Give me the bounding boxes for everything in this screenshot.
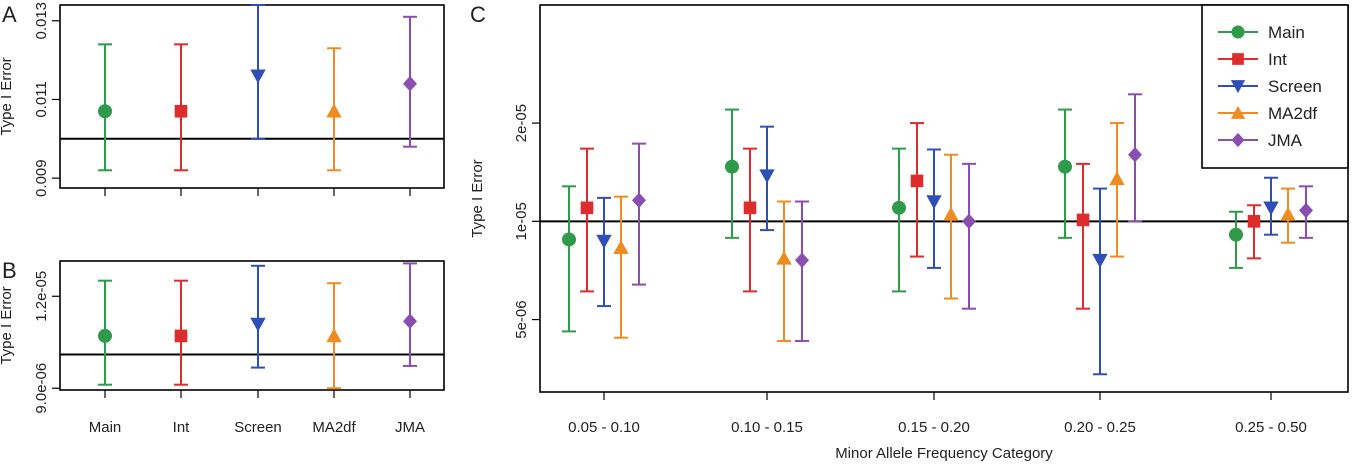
point-marker	[943, 206, 959, 221]
y-tick-label: 9.0e-06	[33, 363, 50, 414]
legend-label: Int	[1268, 50, 1287, 69]
x-tick-label: 0.15 - 0.20	[898, 419, 970, 436]
legend-swatch-marker	[1230, 80, 1246, 94]
error-bar	[795, 200, 809, 342]
y-axis-title: Type I Error	[0, 57, 15, 135]
error-bar	[1076, 162, 1090, 310]
point-marker	[98, 104, 112, 119]
point-marker	[174, 104, 188, 118]
point-marker	[250, 317, 266, 332]
panel-letter: A	[2, 2, 17, 27]
legend-label: Screen	[1268, 77, 1322, 96]
point-marker	[759, 169, 775, 184]
error-bar	[251, 264, 265, 369]
x-tick-label: 0.25 - 0.50	[1235, 419, 1307, 436]
point-marker	[562, 232, 576, 247]
y-tick-label: 1e-05	[513, 202, 530, 240]
y-axis-title: Type I Error	[0, 286, 15, 364]
point-marker	[1299, 202, 1313, 219]
x-tick-label: Main	[89, 419, 122, 436]
legend-swatch-marker	[1230, 105, 1246, 119]
error-bar	[562, 185, 576, 333]
error-bar	[597, 196, 611, 308]
legend-label: Main	[1268, 23, 1305, 42]
panel-b: B Type I Error 9.0e-06 1.2e-05 Main Int Screen…	[0, 258, 445, 436]
panel-letter: B	[2, 258, 17, 283]
x-tick-label: 0.20 - 0.25	[1064, 419, 1136, 436]
error-bar	[1110, 122, 1124, 258]
error-bar	[892, 147, 906, 293]
point-marker	[725, 159, 739, 174]
point-marker	[1247, 215, 1261, 228]
y-tick-label: 2e-05	[513, 104, 530, 142]
point-marker	[580, 201, 594, 215]
y-tick-label: 5e-06	[513, 300, 530, 338]
panel-letter: C	[470, 2, 486, 27]
point-marker	[613, 240, 629, 255]
legend-swatch-marker	[1231, 132, 1245, 148]
point-marker	[632, 192, 646, 208]
point-marker	[1076, 213, 1090, 227]
point-marker	[1109, 171, 1125, 186]
y-tick-label: 1.2e-05	[33, 271, 50, 322]
legend-swatch-marker	[1231, 25, 1245, 39]
point-marker	[926, 195, 942, 210]
y-tick-label: 0.009	[33, 159, 50, 197]
x-axis-title: Minor Allele Frequency Category	[835, 445, 1053, 462]
x-tick-label: MA2df	[312, 419, 356, 436]
panel-a: A Type I Error 0.009 0.011 0.013	[0, 2, 445, 197]
error-bar	[580, 147, 594, 293]
x-tick-label: Int	[173, 419, 191, 436]
y-tick-label: 0.011	[33, 81, 50, 117]
x-tick-label: 0.10 - 0.15	[731, 419, 803, 436]
error-bar	[743, 147, 757, 293]
y-axis-title: Type I Error	[469, 159, 486, 237]
error-bar	[962, 162, 976, 310]
point-marker	[98, 328, 112, 343]
panel-c: C Type I Error 5e-06 1e-05 2e-05 0.05 - 0.10 0…	[469, 2, 1349, 462]
error-bar	[944, 153, 958, 300]
point-marker	[892, 200, 906, 215]
point-marker	[962, 213, 976, 230]
error-bar	[614, 195, 628, 339]
legend: Main Int Screen MA2df JMA	[1201, 4, 1349, 169]
point-marker	[1280, 206, 1296, 221]
point-marker	[326, 328, 342, 343]
point-marker	[1092, 253, 1108, 268]
point-marker	[743, 201, 757, 215]
plot-frame	[59, 4, 445, 189]
point-marker	[795, 252, 809, 268]
point-marker	[250, 69, 266, 84]
error-bar	[1247, 204, 1261, 260]
point-marker	[1263, 201, 1279, 216]
point-marker	[174, 329, 188, 343]
x-tick-label: JMA	[395, 419, 425, 436]
error-bar	[777, 200, 791, 342]
error-bar	[1093, 187, 1107, 376]
error-bar	[910, 122, 924, 258]
plot-frame	[59, 260, 445, 391]
y-tick-label: 0.013	[33, 2, 50, 40]
plot-frame	[539, 4, 1349, 393]
point-marker	[776, 250, 792, 265]
point-marker	[403, 313, 417, 329]
point-marker	[326, 103, 342, 118]
point-marker	[403, 76, 417, 92]
point-marker	[1128, 147, 1142, 163]
point-marker	[1058, 159, 1072, 174]
error-bar	[632, 142, 646, 286]
x-tick-label: 0.05 - 0.10	[568, 419, 640, 436]
x-tick-label: Screen	[234, 419, 282, 436]
legend-swatch-marker	[1232, 53, 1244, 65]
point-marker	[910, 174, 924, 188]
legend-label: MA2df	[1268, 104, 1317, 123]
point-marker	[596, 234, 612, 249]
legend-label: JMA	[1268, 131, 1303, 150]
point-marker	[1229, 227, 1243, 242]
